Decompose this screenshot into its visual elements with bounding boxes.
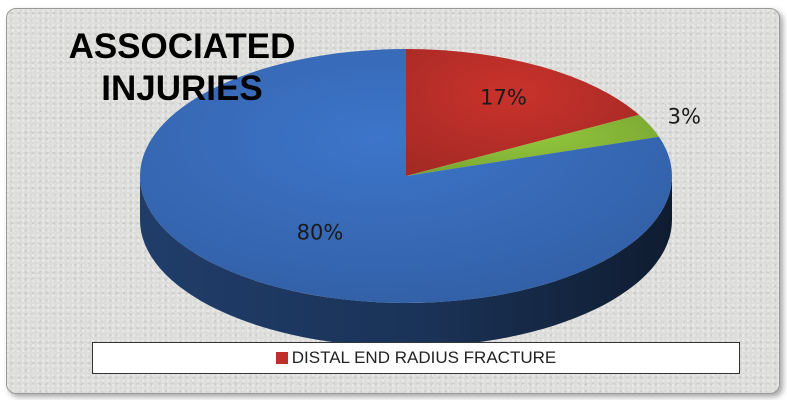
pie-slice-0: [406, 49, 640, 176]
data-label-slice-0: 17%: [480, 85, 527, 109]
chart-title-line-2: INJURIES: [101, 69, 263, 108]
pie-labels: 17% 3% 80%: [297, 85, 701, 244]
data-label-slice-1: 3%: [668, 104, 701, 128]
chart-title: ASSOCIATED INJURIES: [22, 26, 342, 110]
legend-label-distal-end-radius-fracture: DISTAL END RADIUS FRACTURE: [291, 348, 557, 367]
legend: DISTAL END RADIUS FRACTURE: [92, 342, 740, 374]
data-label-slice-2: 80%: [297, 221, 344, 245]
pie-slice-1: [406, 114, 659, 176]
pie-slice-2: [140, 49, 673, 303]
chart-title-line-1: ASSOCIATED: [68, 27, 296, 66]
pie-side-slice-2: [140, 176, 672, 347]
pie-side-group: [140, 176, 672, 347]
legend-swatch-distal-end-radius-fracture: [275, 352, 288, 364]
pie-top-group: [140, 49, 673, 303]
